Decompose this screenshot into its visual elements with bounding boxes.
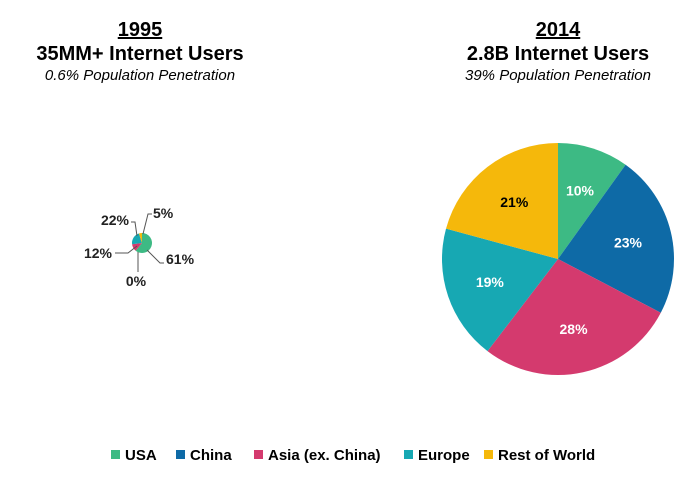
pie-1995-label-china: 0% [126, 273, 147, 289]
pie-2014-label-rest-of-world: 21% [500, 194, 529, 210]
legend-swatch-asia [254, 450, 263, 459]
pie-2014-slice-europe [442, 228, 558, 352]
pie-1995-slice-rest-of-world [138, 233, 142, 243]
legend-item-rest-of-world: Rest of World [484, 446, 595, 466]
chart-1995-caption: 0.6% Population Penetration [44, 67, 236, 84]
legend-label-usa: USA [125, 447, 157, 464]
chart-2014-caption: 39% Population Penetration [465, 67, 651, 84]
chart-2014-header: 2014 2.8B Internet Users 39% Population … [398, 18, 700, 86]
pie-1995-slice-asia [132, 243, 142, 251]
legend-item-europe: Europe [404, 446, 470, 466]
pie-1995-leader-europe [131, 221, 138, 237]
legend-label-china: China [190, 447, 232, 464]
legend-swatch-china [176, 450, 185, 459]
pie-1995-slice-europe [132, 233, 142, 245]
legend-label-rest-of-world: Rest of World [498, 447, 596, 464]
legend-swatch-europe [404, 450, 413, 459]
pie-2014-slice-china [558, 164, 674, 313]
pie-1995-leader-asia [115, 245, 138, 254]
pie-2014-label-europe: 19% [476, 274, 505, 290]
pie-2014: 10% 23% 28% 19% 21% [442, 143, 674, 375]
legend: USA China Asia (ex. China) Europe Rest o… [0, 446, 700, 468]
legend-item-asia: Asia (ex. China) [254, 446, 381, 466]
pie-2014-label-asia: 28% [560, 321, 589, 337]
legend-swatch-usa [111, 450, 120, 459]
legend-item-china: China [176, 446, 232, 466]
pie-1995-leader-rest-of-world [142, 213, 152, 235]
pie-2014-slice-usa [558, 143, 626, 259]
legend-label-asia: Asia (ex. China) [268, 447, 381, 464]
pie-1995-slice-usa [135, 233, 153, 254]
legend-item-usa: USA [111, 446, 157, 466]
pie-1995: 61% 0% 12% 22% 5% [84, 205, 195, 289]
pie-2014-slice-asia [487, 259, 661, 375]
pie-2014-label-china: 23% [614, 234, 643, 250]
pie-1995-leader-usa [146, 249, 164, 264]
legend-label-europe: Europe [418, 447, 470, 464]
chart-1995-header: 1995 35MM+ Internet Users 0.6% Populatio… [0, 18, 280, 86]
pie-charts: 61% 0% 12% 22% 5% 10% 23% 28% 19% 21% [84, 143, 674, 375]
legend-swatch-rest-of-world [484, 450, 493, 459]
pie-2014-label-usa: 10% [566, 183, 595, 199]
pie-1995-label-europe: 22% [101, 212, 130, 228]
pie-1995-label-asia: 12% [84, 245, 113, 261]
chart-2014-subtitle: 2.8B Internet Users [466, 43, 650, 65]
chart-2014-title: 2014 [535, 19, 581, 41]
pie-2014-slice-rest-of-world [446, 143, 558, 259]
chart-1995-title: 1995 [117, 19, 163, 41]
chart-1995-subtitle: 35MM+ Internet Users [36, 43, 244, 65]
pie-1995-label-usa: 61% [166, 251, 195, 267]
pie-1995-label-rest-of-world: 5% [153, 205, 174, 221]
